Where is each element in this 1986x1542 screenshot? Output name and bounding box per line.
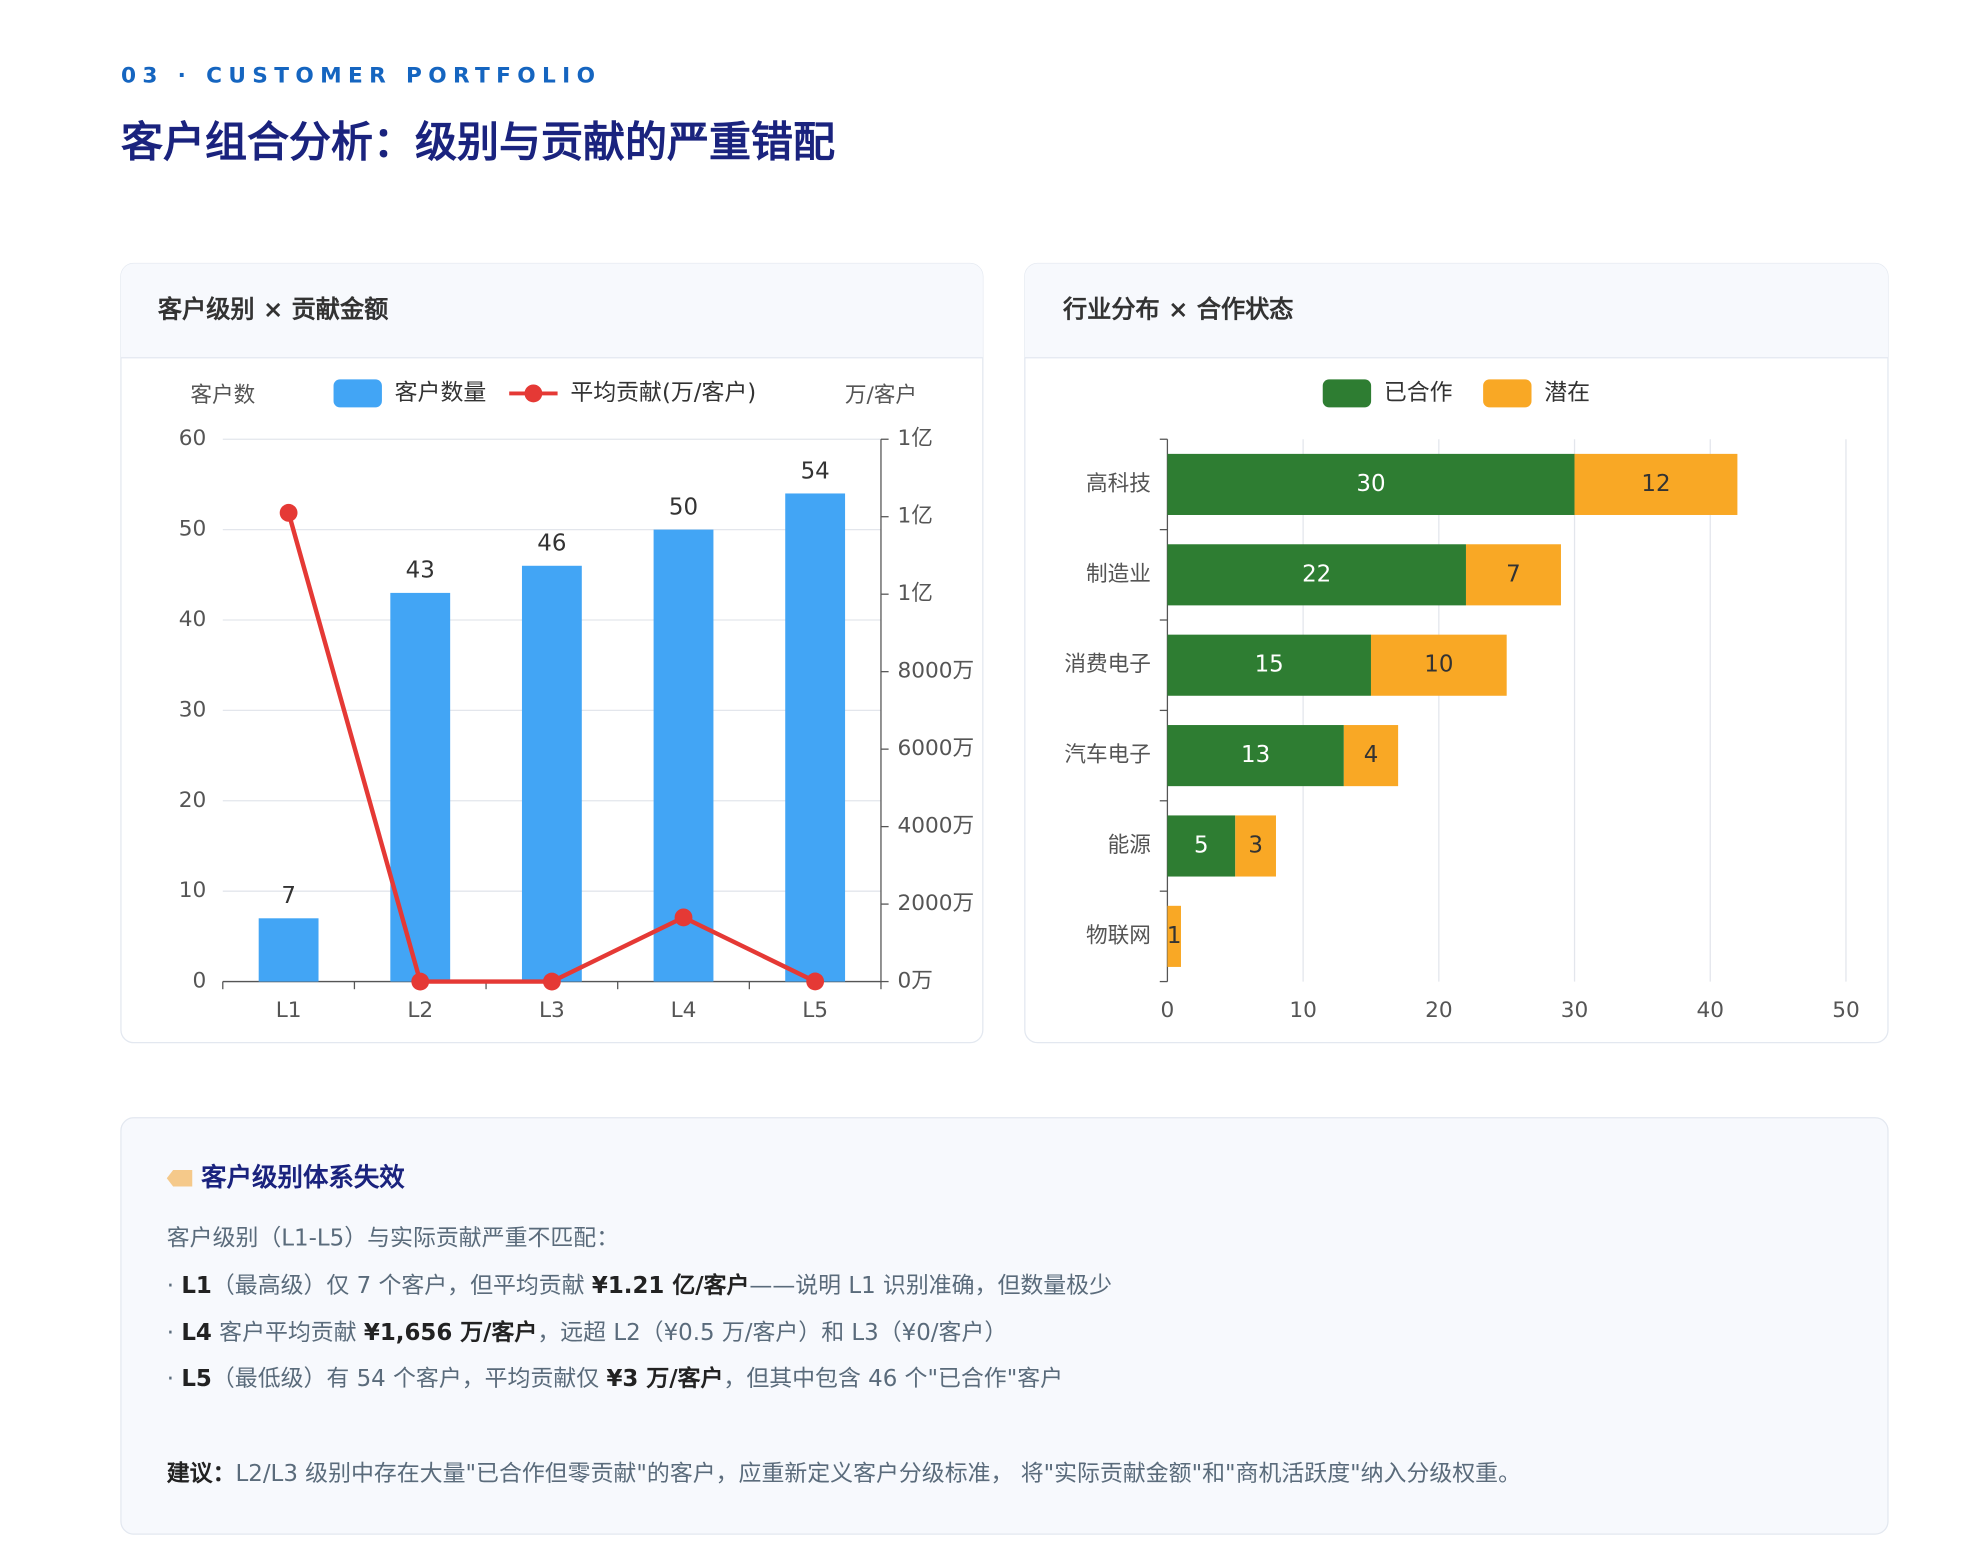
legend-swatch: [1483, 379, 1532, 408]
y-tick-label: 物联网: [1086, 923, 1151, 948]
bar-segment: [1167, 725, 1344, 787]
data-label: 15: [1255, 652, 1284, 678]
x-tick-label: L2: [407, 998, 433, 1023]
bar-segment: [1167, 815, 1236, 877]
bar-segment: [1167, 905, 1181, 967]
bar-segment: [1167, 453, 1575, 515]
bar: [521, 565, 582, 982]
data-label: 13: [1241, 742, 1270, 768]
data-label: 7: [281, 883, 296, 909]
bar-segment: [1370, 634, 1507, 696]
bar-segment: [1343, 725, 1399, 787]
x-tick-label: L5: [802, 998, 828, 1023]
y-tick-label: 制造业: [1086, 562, 1151, 587]
card-title: 客户级别 × 贡献金额: [158, 296, 389, 324]
legend-swatch: [333, 379, 382, 408]
bar: [258, 918, 319, 982]
line-point: [542, 972, 561, 991]
x-tick-label: 0: [1161, 998, 1175, 1023]
note-line: · L1（最高级）仅 7 个客户，但平均贡献 ¥1.21 亿/客户——说明 L1…: [167, 1271, 1112, 1298]
data-label: 54: [801, 458, 830, 484]
data-label: 3: [1248, 832, 1263, 858]
y-tick-label: 高科技: [1086, 471, 1151, 496]
data-label: 43: [406, 558, 435, 584]
line-point: [674, 908, 693, 927]
card-header: [1024, 263, 1888, 358]
data-label: 4: [1364, 742, 1379, 768]
data-label: 1: [1167, 923, 1182, 949]
y2-tick-label: 2000万: [898, 891, 975, 916]
bar-segment: [1167, 544, 1466, 606]
note-title: 客户级别体系失效: [201, 1163, 405, 1193]
eyebrow: 03 · CUSTOMER PORTFOLIO: [121, 63, 601, 88]
data-label: 7: [1506, 561, 1521, 587]
x-tick-label: 40: [1696, 998, 1724, 1023]
bar-segment: [1235, 815, 1276, 877]
data-label: 12: [1641, 471, 1670, 497]
y-tick-label: 消费电子: [1064, 652, 1151, 677]
y2-axis-title: 万/客户: [845, 383, 917, 408]
x-tick-label: L3: [539, 998, 565, 1023]
data-label: 10: [1424, 652, 1453, 678]
line-point: [411, 972, 430, 991]
data-label: 46: [537, 531, 566, 557]
line-point: [279, 503, 298, 522]
legend-label: 平均贡献(万/客户): [570, 380, 756, 406]
bar-segment: [1167, 634, 1371, 696]
data-label: 22: [1302, 561, 1331, 587]
y2-tick-label: 1亿: [898, 504, 933, 529]
line-point: [806, 972, 825, 991]
y-tick-label: 10: [179, 878, 207, 903]
legend-label: 潜在: [1544, 380, 1590, 406]
y2-tick-label: 1亿: [898, 581, 933, 606]
data-label: 5: [1194, 832, 1209, 858]
card-header: [120, 263, 983, 358]
y2-tick-label: 8000万: [898, 659, 975, 684]
x-tick-label: 30: [1561, 998, 1589, 1023]
bar: [653, 529, 714, 982]
note-line: 客户级别（L1-L5）与实际贡献严重不匹配：: [167, 1225, 619, 1251]
note: 客户级别体系失效 客户级别（L1-L5）与实际贡献严重不匹配： · L1（最高级…: [120, 1117, 1889, 1535]
bar: [390, 592, 451, 982]
tag-icon: [166, 1169, 193, 1187]
card-title: 行业分布 × 合作状态: [1062, 296, 1293, 324]
note-line: · L5（最低级）有 54 个客户，平均贡献仅 ¥3 万/客户，但其中包含 46…: [167, 1364, 1063, 1391]
y2-tick-label: 1亿: [898, 426, 933, 451]
y-tick-label: 0: [192, 969, 206, 994]
bar-segment: [1574, 453, 1738, 515]
note-line: · L4 客户平均贡献 ¥1,656 万/客户，远超 L2（¥0.5 万/客户）…: [167, 1318, 1007, 1345]
data-label: 50: [669, 494, 698, 520]
x-tick-label: 10: [1289, 998, 1317, 1023]
note-suggestion: 建议：L2/L3 级别中存在大量"已合作但零贡献"的客户，应重新定义客户分级标准…: [167, 1461, 1521, 1487]
bar: [785, 493, 846, 982]
legend-label: 已合作: [1384, 380, 1453, 406]
y-tick-label: 60: [179, 426, 207, 451]
y-axis-title: 客户数: [190, 383, 255, 408]
y-tick-label: 30: [179, 697, 207, 722]
data-label: 30: [1356, 471, 1385, 497]
y2-tick-label: 0万: [898, 969, 933, 994]
x-tick-label: L4: [671, 998, 697, 1023]
bar-segment: [1465, 544, 1561, 606]
y2-tick-label: 6000万: [898, 736, 975, 761]
legend-label: 客户数量: [395, 380, 487, 406]
x-tick-label: 20: [1425, 998, 1453, 1023]
y-tick-label: 汽车电子: [1064, 743, 1151, 768]
y2-tick-label: 4000万: [898, 814, 975, 839]
legend-swatch: [524, 384, 543, 403]
x-tick-label: L1: [276, 998, 302, 1023]
note-box: [120, 1117, 1889, 1535]
legend-swatch: [1322, 379, 1372, 408]
page-title: 客户组合分析：级别与贡献的严重错配: [121, 118, 835, 167]
y-tick-label: 能源: [1108, 833, 1151, 858]
y-tick-label: 40: [179, 607, 207, 632]
y-tick-label: 20: [179, 788, 207, 813]
x-tick-label: 50: [1832, 998, 1860, 1023]
y-tick-label: 50: [179, 517, 207, 542]
